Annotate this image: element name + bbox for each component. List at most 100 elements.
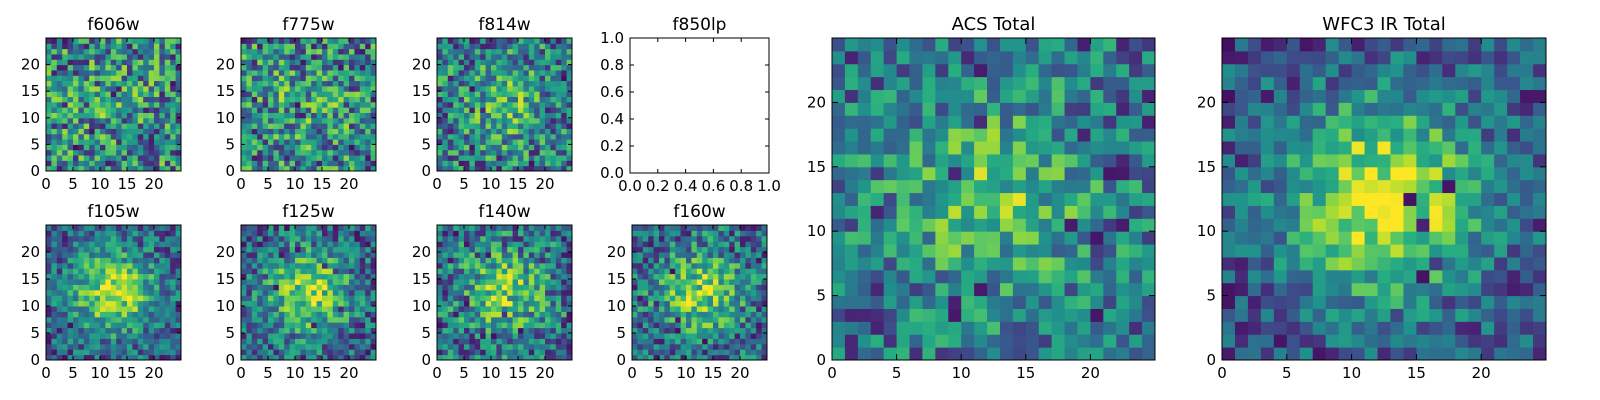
heatmap-cell (78, 80, 85, 87)
heatmap-cell (713, 257, 719, 264)
heatmap-cell (512, 165, 519, 172)
heatmap-cell (491, 112, 497, 119)
heatmap-cell (485, 144, 492, 151)
heatmap-cell (512, 155, 519, 161)
heatmap-cell (83, 160, 90, 167)
heatmap-cell (343, 252, 350, 258)
heatmap-cell (289, 128, 296, 135)
heatmap-cell (750, 225, 757, 231)
heatmap-cell (637, 327, 644, 334)
heatmap-cell (1129, 179, 1143, 194)
heatmap-cell (257, 123, 264, 129)
heatmap-cell (137, 38, 144, 44)
heatmap-cell (56, 107, 63, 113)
heatmap-cell (534, 289, 541, 296)
heatmap-cell (143, 80, 150, 87)
heatmap-cell (257, 252, 264, 258)
heatmap-cell (691, 306, 698, 312)
heatmap-cell (257, 322, 264, 329)
heatmap-cell (453, 43, 460, 50)
heatmap-cell (116, 327, 123, 334)
heatmap-cell (175, 322, 182, 329)
heatmap-cell (159, 306, 166, 312)
heatmap-cell (127, 289, 133, 296)
heatmap-cell (501, 246, 508, 253)
heatmap-cell (67, 96, 74, 103)
heatmap-cell (707, 235, 714, 242)
heatmap-cell (284, 59, 291, 66)
heatmap-cell (148, 279, 155, 285)
heatmap-cell (512, 48, 519, 55)
heatmap-cell (175, 246, 182, 253)
heatmap-cell (338, 241, 345, 248)
heatmap-cell (132, 75, 139, 82)
heatmap-cell (480, 273, 487, 280)
heatmap-cell (110, 123, 117, 129)
heatmap-cell (305, 252, 312, 258)
heatmap-cell (507, 38, 514, 44)
heatmap-cell (896, 295, 911, 309)
heatmap-cell (501, 343, 508, 350)
heatmap-cell (528, 338, 535, 345)
heatmap-cell (278, 354, 285, 361)
heatmap-cell (116, 144, 123, 151)
heatmap-cell (669, 327, 676, 334)
heatmap-cell (121, 322, 128, 329)
heatmap-cell (507, 53, 514, 60)
heatmap-cell (305, 333, 312, 339)
heatmap-cell (1064, 295, 1078, 309)
heatmap-cell (528, 144, 535, 151)
heatmap-cell (469, 279, 476, 285)
heatmap-cell (512, 133, 519, 140)
heatmap-cell (491, 155, 497, 161)
heatmap-cell (696, 279, 703, 285)
heatmap-cell (561, 273, 568, 280)
heatmap-cell (316, 262, 323, 269)
heatmap-cell (669, 273, 676, 280)
heatmap-cell (1129, 282, 1143, 297)
heatmap-cell (491, 80, 497, 87)
heatmap-cell (289, 38, 296, 44)
heatmap-cell (110, 225, 117, 231)
heatmap-cell (437, 235, 443, 242)
heatmap-cell (501, 262, 508, 269)
heatmap-cell (756, 306, 763, 312)
heatmap-cell (349, 252, 355, 258)
heatmap-cell (680, 230, 687, 237)
panel-title: f125w (282, 202, 334, 222)
heatmap-cell (501, 101, 508, 108)
heatmap-cell (51, 101, 58, 108)
heatmap-cell (485, 257, 492, 264)
heatmap-cell (718, 241, 725, 248)
heatmap-cell (1142, 295, 1156, 309)
heatmap-cell (680, 262, 687, 269)
heatmap-cell (761, 252, 768, 258)
heatmap-cell (94, 284, 101, 291)
heatmap-cell (1116, 256, 1130, 271)
heatmap-cell (922, 218, 936, 232)
heatmap-cell (121, 295, 128, 302)
heatmap-cell (148, 139, 155, 145)
heatmap-cell (51, 139, 58, 145)
heatmap-cell (458, 333, 465, 339)
heatmap-cell (127, 43, 133, 50)
heatmap-cell (137, 322, 144, 329)
heatmap-cell (338, 311, 345, 318)
heatmap-cell (686, 252, 692, 258)
heatmap-cell (518, 123, 524, 129)
heatmap-cell (474, 43, 481, 50)
heatmap-cell (311, 284, 318, 291)
heatmap-cell (332, 295, 339, 302)
heatmap-cell (523, 101, 530, 108)
heatmap-cell (512, 38, 519, 44)
heatmap-cell (359, 101, 366, 108)
heatmap-cell (62, 133, 69, 140)
heatmap-cell (311, 235, 318, 242)
heatmap-cell (56, 165, 63, 172)
heatmap-cell (561, 279, 568, 285)
heatmap-cell (745, 284, 752, 291)
heatmap-cell (67, 252, 74, 258)
heatmap-cell (154, 300, 160, 307)
heatmap-cell (349, 262, 355, 269)
heatmap-cell (251, 107, 258, 113)
